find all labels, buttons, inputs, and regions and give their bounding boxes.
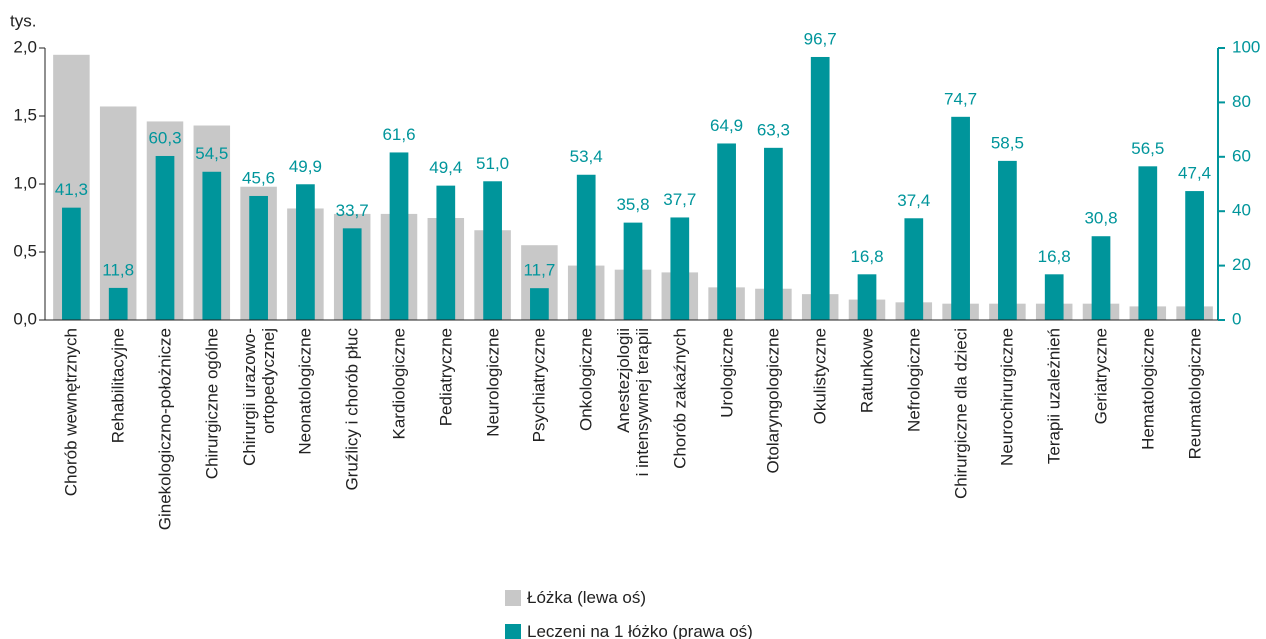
y2-tick-label: 80 [1232,92,1251,111]
bar [1091,236,1111,320]
x-tick-label: Ratunkowe [857,328,877,414]
value-label: 11,7 [523,261,555,280]
x-tick-label: Neonatologiczne [295,328,315,455]
bar [810,56,830,320]
bar [1138,166,1158,320]
y-tick-label: 0,5 [13,241,37,260]
bar [717,143,736,320]
bar [904,218,924,320]
x-tick-label: Chirurgiczne dla dzieci [951,328,971,500]
value-label: 33,7 [336,201,369,220]
bar [99,106,137,320]
value-label: 64,9 [710,116,743,135]
legend-label: Łóżka (lewa oś) [527,588,647,607]
x-tick-label: Kardiologiczne [389,328,409,440]
legend-swatch [505,590,521,606]
value-label: 74,7 [944,89,977,108]
x-tick-label: Psychiatryczne [529,328,549,443]
value-label: 37,7 [663,190,696,209]
bar [623,222,643,320]
x-tick-label: Pediatryczne [436,328,456,427]
x-tick-label: Urologiczne [717,328,737,418]
bar [1185,191,1204,320]
bar [530,288,549,320]
value-label: 47,4 [1178,164,1211,183]
legend-swatch [505,624,521,639]
x-tick-label: Terapii uzależnień [1044,328,1064,465]
x-tick-label: Okulistyczne [810,328,830,425]
y-axis-unit: tys. [10,11,36,30]
x-tick-label: Chorób wewnętrznych [61,328,81,497]
bar [202,171,222,320]
x-tick-label: Hematologiczne [1138,328,1158,450]
value-label: 53,4 [570,147,603,166]
y2-tick-label: 60 [1232,146,1251,165]
value-label: 45,6 [242,168,275,187]
x-tick-label: Chorób zakaźnych [670,328,690,469]
y-tick-label: 0,0 [13,309,37,328]
x-tick-label: Neurochirurgiczne [997,328,1017,466]
value-label: 49,4 [429,158,462,177]
bar [389,152,409,320]
bar [576,174,596,320]
value-label: 16,8 [1038,247,1071,266]
value-label: 51,0 [476,154,509,173]
bar [951,116,970,320]
x-tick-label: Neurologiczne [483,328,503,437]
value-label: 41,3 [55,180,88,199]
value-label: 54,5 [195,144,228,163]
x-tick-label: Anestezjologii i intensywnej terapii [614,328,652,477]
x-tick-label: Rehabilitacyjne [108,328,128,444]
x-tick-label: Otolaryngologiczne [763,328,783,474]
bar [62,207,81,320]
bar [483,181,502,320]
bar [764,147,783,320]
value-label: 58,5 [991,133,1024,152]
value-label: 37,4 [897,191,930,210]
x-tick-label: Gruźlicy i chorób płuc [342,328,362,491]
legend-item: Leczeni na 1 łóżko (prawa oś) [505,622,753,639]
y2-tick-label: 100 [1232,37,1260,56]
y-tick-label: 2,0 [13,37,37,56]
value-label: 49,9 [289,157,322,176]
bar [670,217,690,320]
value-label: 16,8 [850,247,883,266]
bar [249,195,268,320]
value-label: 30,8 [1084,209,1117,228]
y2-tick-label: 40 [1232,201,1251,220]
bar [342,228,362,320]
x-tick-label: Chirurgii urazowo- ortopedycznej [239,328,278,466]
bar [857,274,877,320]
value-label: 11,8 [102,260,134,279]
x-tick-label: Chirurgiczne ogólne [202,328,222,480]
y2-tick-label: 0 [1232,309,1241,328]
value-label: 60,3 [148,128,181,147]
y-tick-label: 1,0 [13,173,37,192]
value-label: 56,5 [1131,139,1164,158]
y2-tick-label: 20 [1232,255,1251,274]
legend-item: Łóżka (lewa oś) [505,588,646,608]
bar [155,155,175,320]
x-tick-label: Ginekologiczno-położnicze [155,328,175,531]
x-tick-label: Onkologiczne [576,328,596,432]
value-label: 63,3 [757,120,790,139]
value-label: 35,8 [616,195,649,214]
x-tick-label: Geriatryczne [1091,328,1111,425]
value-label: 61,6 [382,125,415,144]
value-label: 96,7 [804,29,837,48]
x-tick-label: Reumatologiczne [1185,328,1205,460]
x-tick-label: Nefrologiczne [904,328,924,432]
y-tick-label: 1,5 [13,105,37,124]
legend-label: Leczeni na 1 łóżko (prawa oś) [527,622,753,639]
bar [998,160,1017,320]
bar [436,185,456,320]
bar [296,184,315,320]
bar [108,287,128,320]
bar [1044,274,1064,320]
